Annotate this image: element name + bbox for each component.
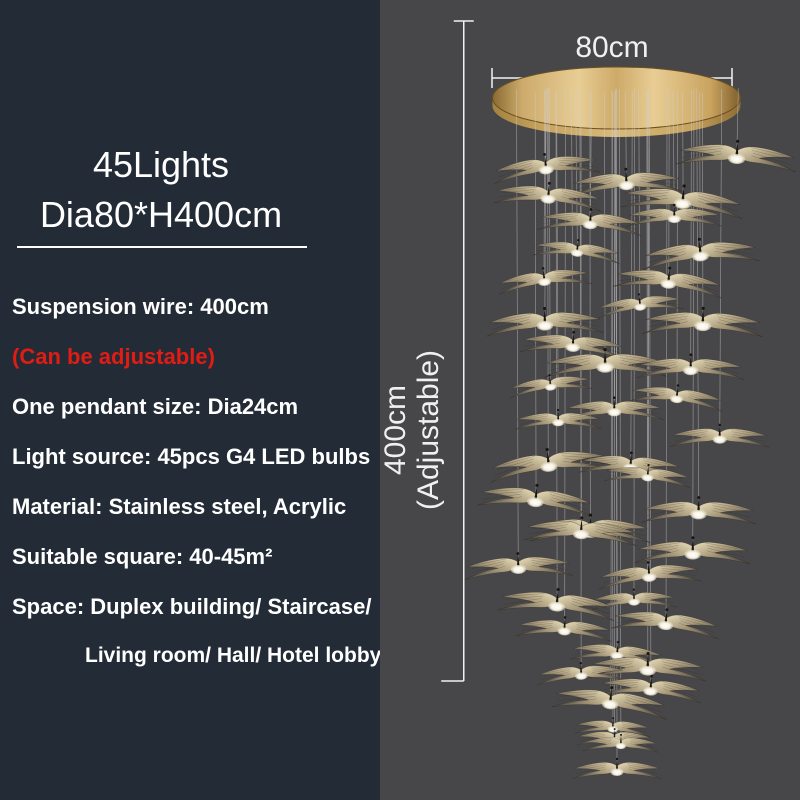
svg-text:400cm: 400cm xyxy=(380,385,412,475)
svg-text:(Adjustable): (Adjustable) xyxy=(412,350,445,510)
svg-text:80cm: 80cm xyxy=(575,31,648,64)
